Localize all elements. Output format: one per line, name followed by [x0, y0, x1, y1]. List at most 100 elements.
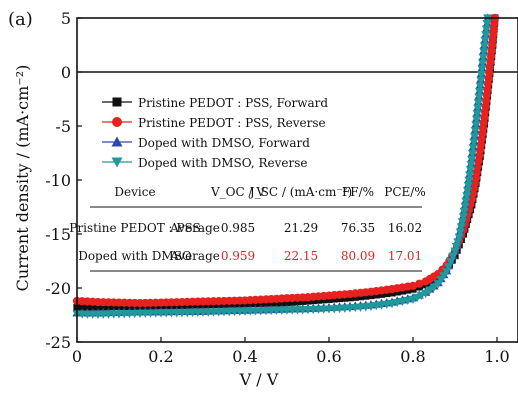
series-point: [482, 20, 492, 29]
y-tick-label: -5: [55, 117, 71, 136]
series-point: [453, 238, 463, 247]
legend-entry: Doped with DMSO, Reverse: [138, 156, 308, 170]
series-point: [476, 76, 486, 85]
series-point: [94, 303, 102, 311]
series-point: [458, 213, 468, 222]
series-2: [72, 13, 499, 308]
series-point: [454, 233, 464, 242]
series-point: [460, 202, 470, 211]
legend-marker: [111, 136, 123, 147]
panel-label: (a): [8, 9, 33, 30]
x-tick-label: 0: [72, 347, 82, 366]
y-tick-label: 0: [61, 63, 71, 82]
series-point: [464, 176, 474, 185]
y-tick-label: -10: [45, 171, 71, 190]
series-point: [456, 223, 466, 232]
series-point: [463, 181, 473, 191]
legend-marker: [111, 157, 123, 168]
series-point: [283, 298, 291, 307]
table-cell: 21.29: [284, 221, 318, 235]
series-point: [425, 286, 435, 295]
series-point: [468, 144, 478, 153]
series-point: [475, 82, 485, 91]
table-cell: 17.01: [388, 249, 422, 263]
series-point: [477, 65, 487, 74]
series-point: [104, 303, 113, 311]
x-tick-label: 1.0: [484, 347, 509, 366]
legend-marker: [112, 117, 122, 127]
series-point: [78, 303, 86, 311]
y-tick-label: -15: [45, 225, 71, 244]
series-point: [473, 104, 483, 113]
y-tick-label: 5: [61, 9, 71, 28]
series-point: [471, 121, 481, 130]
series-point: [481, 31, 491, 40]
series-point: [462, 192, 472, 201]
series-point: [461, 197, 471, 206]
series-point: [472, 110, 482, 119]
series-point: [479, 42, 489, 51]
series-point: [472, 115, 482, 124]
x-tick-label: 0.2: [148, 347, 173, 366]
table-cell: 22.15: [284, 249, 318, 263]
series-point: [429, 283, 439, 292]
series-point: [89, 303, 97, 311]
table-header: FF/%: [342, 185, 374, 199]
series-point: [465, 166, 475, 175]
table-header: PCE/%: [384, 185, 425, 199]
legend-entry: Pristine PEDOT : PSS, Reverse: [138, 116, 326, 130]
series-point: [421, 289, 431, 298]
series-point: [459, 207, 469, 217]
table-device: Doped with DMSO: [78, 249, 192, 263]
legend-marker: [112, 97, 122, 107]
series-point: [457, 218, 467, 227]
series-point: [476, 71, 486, 80]
series-point: [408, 281, 418, 290]
legend-entry: Doped with DMSO, Forward: [138, 136, 310, 150]
series-point: [403, 296, 413, 306]
series-point: [470, 127, 480, 136]
series-point: [474, 93, 484, 102]
series-point: [480, 36, 490, 46]
series-point: [475, 87, 485, 97]
series-point: [278, 299, 286, 307]
table-device: Pristine PEDOT : PSS: [69, 221, 200, 235]
series-point: [463, 187, 473, 196]
series-point: [470, 132, 480, 142]
series-point: [466, 161, 476, 170]
table-header: Device: [114, 185, 155, 199]
series-point: [467, 155, 477, 165]
series-point: [479, 48, 489, 57]
series-point: [451, 243, 461, 252]
table-cell: Average: [169, 249, 220, 263]
table-header: V_OC / V: [210, 185, 265, 199]
y-tick-label: -20: [45, 279, 71, 298]
table-cell: Average: [169, 221, 220, 235]
table-cell: 0.959: [221, 249, 255, 263]
table-cell: 80.09: [341, 249, 375, 263]
series-point: [387, 300, 397, 309]
legend: Pristine PEDOT : PSS, Forward Pristine PE…: [102, 96, 328, 170]
table-header: J_SC / (mA·cm⁻²): [248, 185, 352, 199]
series-point: [467, 150, 478, 159]
series-point: [397, 297, 408, 307]
series-point: [478, 59, 488, 68]
legend-entry: Pristine PEDOT : PSS, Forward: [138, 96, 328, 110]
table-cell: 0.985: [221, 221, 255, 235]
x-tick-label: 0.4: [232, 347, 257, 366]
series-point: [83, 303, 92, 311]
y-tick-label: -25: [45, 333, 71, 352]
series-point: [392, 298, 402, 308]
x-tick-label: 0.8: [400, 347, 425, 366]
series-point: [288, 298, 296, 306]
series-point: [478, 53, 488, 63]
series-point: [473, 99, 483, 108]
series-point: [450, 247, 460, 256]
series-point: [469, 138, 479, 147]
table-cell: 76.35: [341, 221, 375, 235]
x-tick-label: 0.6: [316, 347, 341, 366]
results-table: Device V_OC / VJ_SC / (mA·cm⁻²)FF/% PCE/% P…: [69, 175, 427, 272]
series-4: [72, 14, 493, 320]
table-background: [87, 175, 427, 271]
